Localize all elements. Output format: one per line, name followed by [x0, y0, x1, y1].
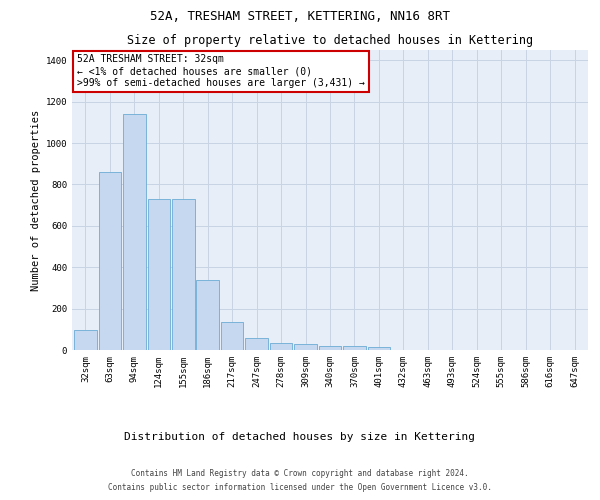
Bar [245, 338, 268, 350]
Title: Size of property relative to detached houses in Kettering: Size of property relative to detached ho… [127, 34, 533, 48]
Bar [148, 199, 170, 350]
Bar [172, 199, 194, 350]
Bar [319, 346, 341, 350]
Bar [196, 280, 219, 350]
Y-axis label: Number of detached properties: Number of detached properties [31, 110, 41, 290]
Text: Contains HM Land Registry data © Crown copyright and database right 2024.: Contains HM Land Registry data © Crown c… [131, 468, 469, 477]
Text: 52A TRESHAM STREET: 32sqm
← <1% of detached houses are smaller (0)
>99% of semi-: 52A TRESHAM STREET: 32sqm ← <1% of detac… [77, 54, 365, 88]
Text: 52A, TRESHAM STREET, KETTERING, NN16 8RT: 52A, TRESHAM STREET, KETTERING, NN16 8RT [150, 10, 450, 23]
Bar [368, 347, 390, 350]
Bar [270, 343, 292, 350]
Text: Distribution of detached houses by size in Kettering: Distribution of detached houses by size … [125, 432, 476, 442]
Bar [74, 330, 97, 350]
Bar [123, 114, 146, 350]
Bar [98, 172, 121, 350]
Text: Contains public sector information licensed under the Open Government Licence v3: Contains public sector information licen… [108, 484, 492, 492]
Bar [294, 344, 317, 350]
Bar [221, 322, 244, 350]
Bar [343, 346, 366, 350]
